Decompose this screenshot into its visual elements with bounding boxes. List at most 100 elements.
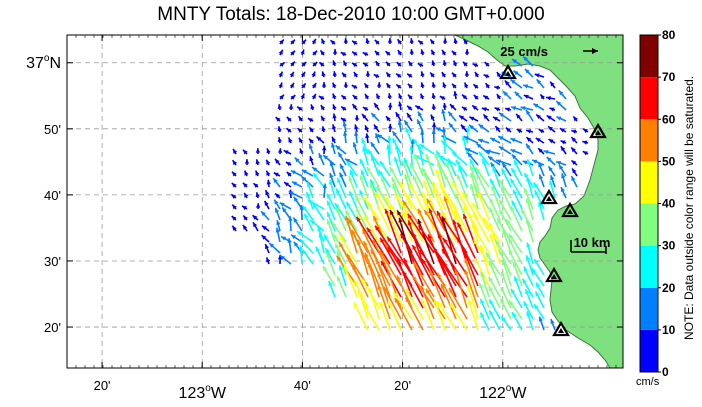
vector-head [464,258,469,264]
vector-shaft [448,287,468,320]
current-vector [466,151,479,166]
vector-head [380,237,385,243]
vector-head [480,298,485,304]
current-vector [290,61,296,67]
current-vector [395,83,402,89]
vector-head [513,189,517,195]
vector-head [265,190,270,196]
vector-head [387,211,392,217]
vector-head [375,133,380,139]
current-vector [364,252,380,287]
vector-head [489,310,494,316]
vector-head [279,39,284,45]
current-vector [329,160,336,177]
current-vector [326,200,336,221]
vector-head [463,136,469,141]
vector-shaft [372,239,391,276]
latitude-label: 40' [44,188,61,203]
vector-shaft [436,272,457,309]
vector-head [536,282,541,288]
current-vector [429,38,435,45]
current-vector [500,271,512,298]
vector-head [301,39,307,45]
current-vector [385,50,391,56]
vector-head [274,199,279,205]
vector-shaft [363,303,380,331]
vector-head [468,213,473,219]
current-vector [312,50,318,56]
vector-head [499,209,504,215]
vector-head [339,234,344,240]
vector-head [327,193,332,199]
vector-head [342,131,348,136]
radar-site-marker [589,122,607,139]
current-vector [496,217,512,243]
vector-head [371,155,376,161]
vector-head [361,138,366,144]
current-vector [351,51,358,57]
vector-head [463,205,468,211]
current-vector [331,136,336,144]
vector-head [309,156,314,162]
vector-shaft [467,285,479,320]
vector-head [442,103,447,108]
current-vector [479,244,490,276]
vector-head [445,162,450,168]
current-vector [457,165,468,188]
current-vector [368,287,380,320]
current-vector [539,93,545,100]
radar-site-marker [545,266,563,283]
latitude-label: 30' [44,254,61,269]
vector-head [571,160,577,165]
vector-head [335,203,340,208]
current-vector [231,171,237,177]
vector-head [525,289,530,295]
colorbar-tick-label: 70 [662,70,676,84]
current-vector [423,171,435,199]
current-vector [515,113,523,122]
vector-head [417,144,422,150]
vector-head [451,50,457,56]
current-vector [265,159,271,166]
current-vector [525,255,534,276]
current-vector [451,83,457,89]
current-vector [297,127,303,133]
current-vector [309,156,314,166]
current-vector [471,202,490,232]
current-vector [571,168,578,177]
current-vector [439,95,446,101]
vector-head [388,301,393,307]
vector-head [479,283,484,289]
current-vector [409,145,414,166]
current-vector [407,220,424,265]
vector-head [340,118,346,123]
vector-head [310,219,316,225]
current-vector [317,226,325,243]
current-vector [442,60,447,67]
vector-shaft [417,208,435,243]
vector-head [482,158,487,164]
vector-shaft [494,239,512,265]
current-vector [274,207,281,221]
current-vector [533,303,545,320]
vector-head [291,234,297,240]
current-vector [441,71,447,78]
latitude-label: 20' [44,320,61,335]
current-vector [467,298,479,331]
vector-shaft [353,302,369,331]
vector-shaft [379,250,402,287]
vector-head [266,170,271,176]
current-vector [458,114,468,122]
current-vector [548,138,556,144]
current-vector [461,94,468,100]
current-vector [346,160,358,177]
current-vector [363,214,380,243]
vector-head [437,210,442,216]
vector-shaft [386,236,413,276]
vector-head [538,174,544,180]
current-vector [277,126,282,133]
vector-shaft [404,297,424,331]
current-vector [469,158,479,177]
current-vector [311,166,325,177]
